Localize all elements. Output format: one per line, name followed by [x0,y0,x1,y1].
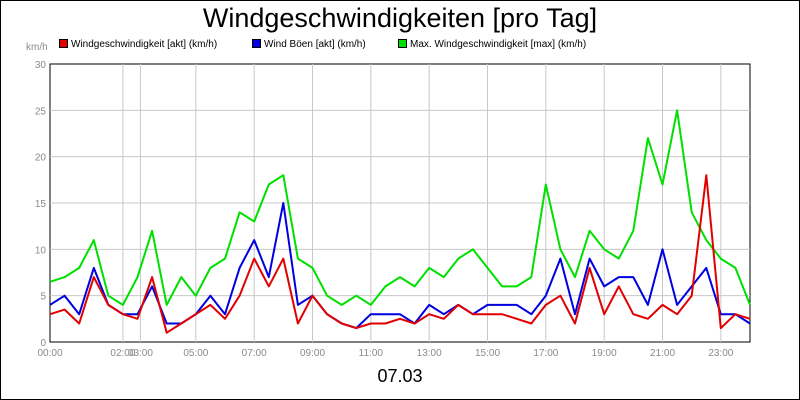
grid-lines [50,64,750,342]
x-tick-label: 15:00 [475,348,500,359]
legend-item-max: Max. Windgeschwindigkeit [max] (km/h) [398,37,586,53]
legend-swatch-akt [59,39,68,48]
x-tick-label: 21:00 [650,348,675,359]
x-tick-label: 11:00 [359,348,384,359]
x-tick-label: 19:00 [592,348,617,359]
x-tick-label: 03:00 [128,348,153,359]
y-axis-ticks: 0 5 10 15 20 25 30 [35,60,47,349]
y-tick-label: 0 [40,338,46,349]
x-tick-label: 23:00 [708,348,733,359]
y-tick-label: 5 [40,292,46,303]
legend-item-boeen: Wind Böen [akt] (km/h) [252,37,366,53]
y-axis-unit-label: km/h [26,42,48,53]
y-tick-label: 10 [35,245,47,256]
legend-swatch-max [398,39,407,48]
series-line-akt [49,174,751,334]
series-line-boeen [49,202,751,330]
x-tick-label: 17:00 [533,348,558,359]
chart-title: Windgeschwindigkeiten [pro Tag] [202,3,598,33]
x-tick-label: 02:00 [110,348,135,359]
legend-swatch-boeen [252,39,261,48]
x-tick-label: 07:00 [242,348,267,359]
y-tick-label: 25 [35,106,47,117]
series-line-max [49,109,751,306]
x-tick-label: 13:00 [417,348,442,359]
x-tick-label: 05:00 [183,348,208,359]
legend-label-akt: Windgeschwindigkeit [akt] (km/h) [71,39,218,50]
x-tick-label: 00:00 [37,348,62,359]
x-tick-label: 09:00 [300,348,325,359]
legend-label-boeen: Wind Böen [akt] (km/h) [264,39,366,50]
series-lines [49,109,751,334]
y-tick-label: 30 [35,60,47,71]
legend-item-akt: Windgeschwindigkeit [akt] (km/h) [59,37,217,53]
date-label: 07.03 [377,366,423,386]
y-tick-label: 20 [35,153,47,164]
y-tick-label: 15 [35,199,47,210]
legend-label-max: Max. Windgeschwindigkeit [max] (km/h) [410,39,587,50]
